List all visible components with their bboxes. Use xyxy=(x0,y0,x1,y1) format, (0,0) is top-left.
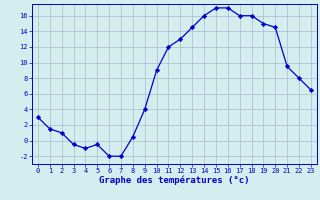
X-axis label: Graphe des températures (°c): Graphe des températures (°c) xyxy=(99,176,250,185)
